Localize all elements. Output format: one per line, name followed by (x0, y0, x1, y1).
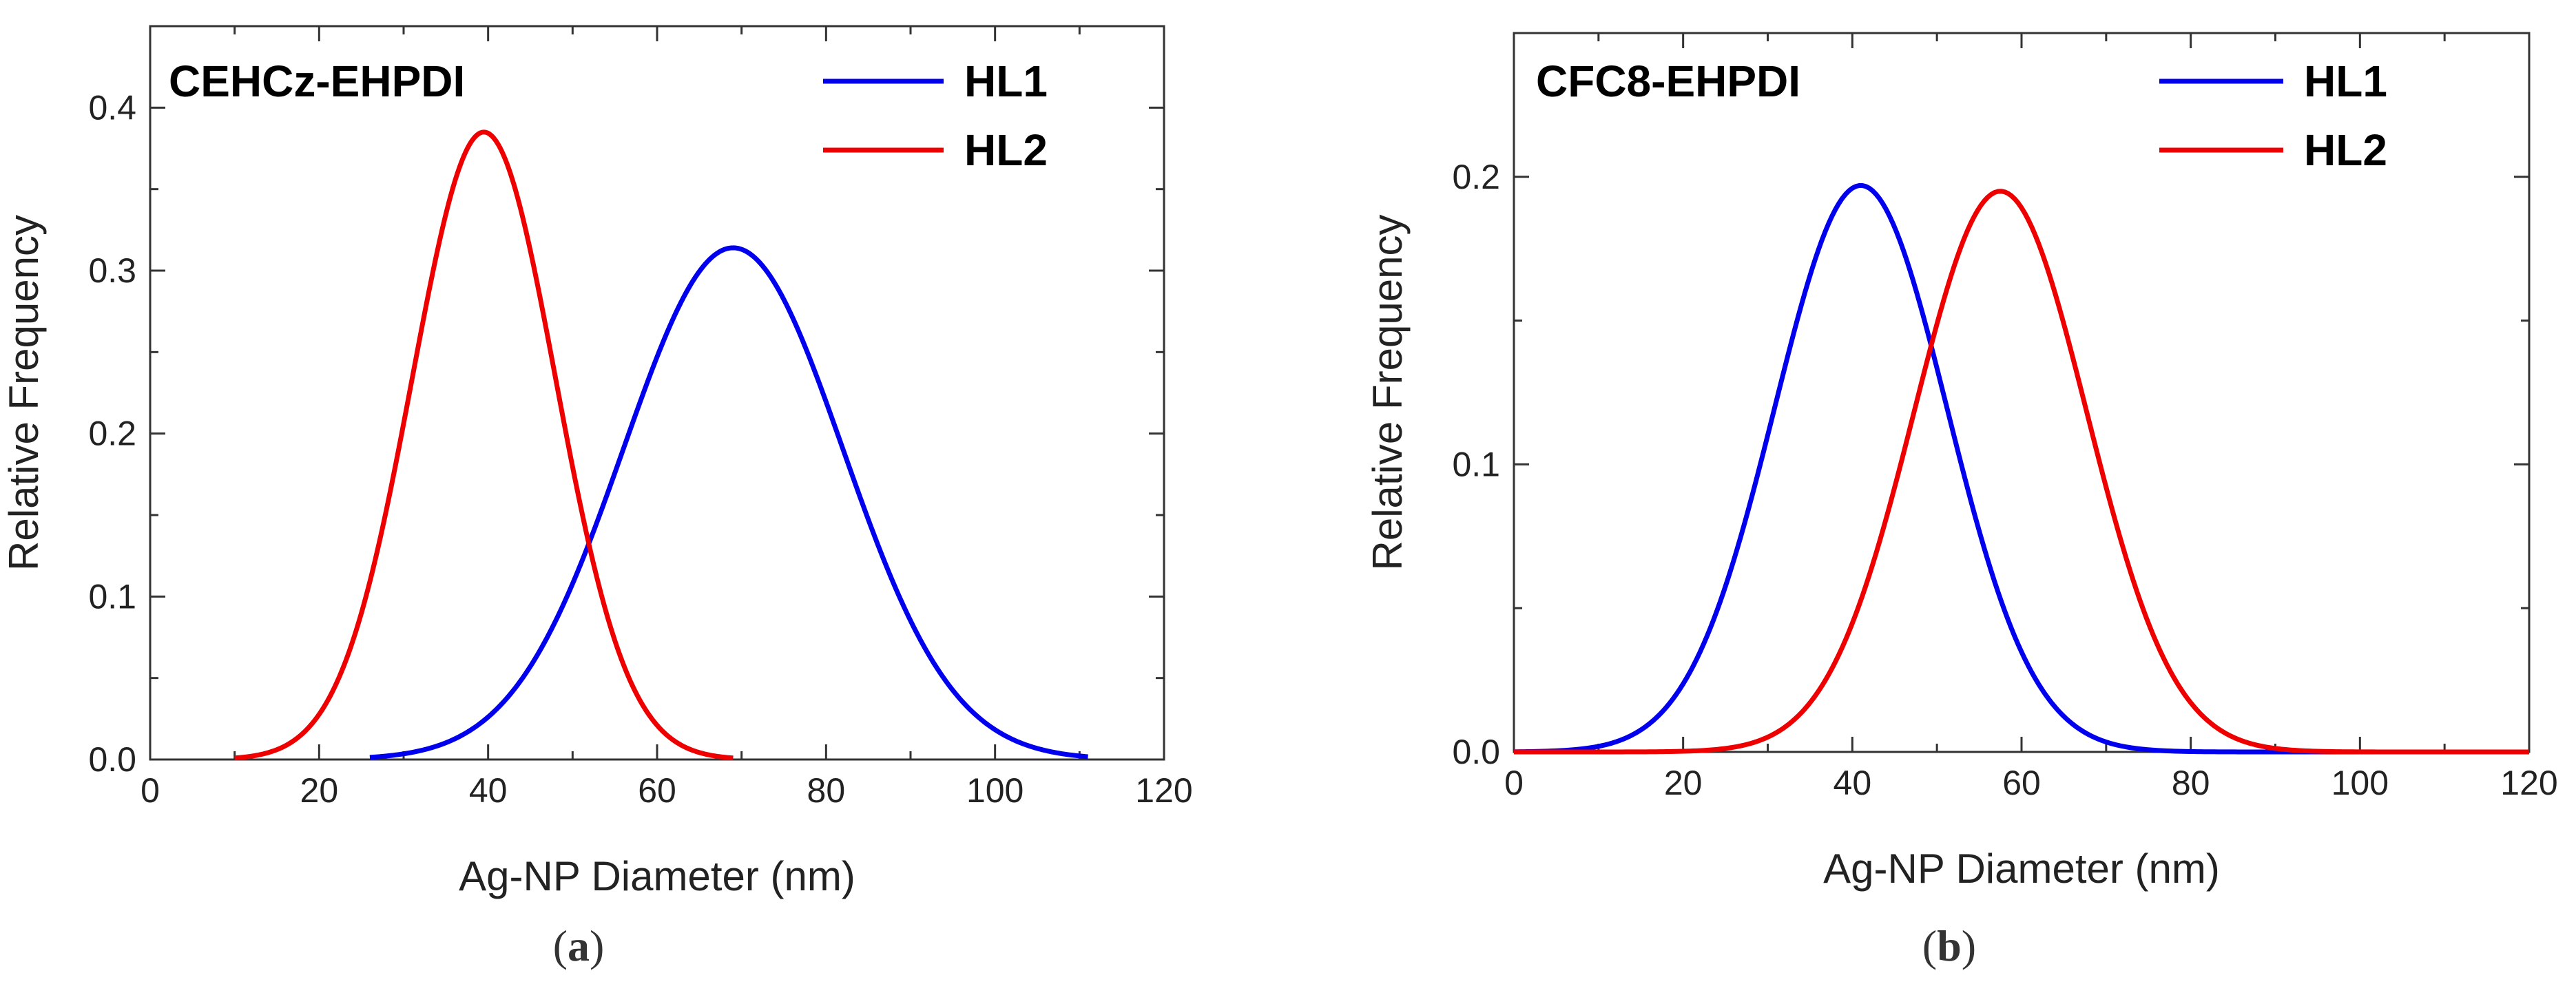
panel-b-legend-label-hl1: HL1 (2304, 56, 2387, 106)
panel-b-y-tick-label: 0.2 (1452, 158, 1500, 196)
panel-b-x-tick-label: 120 (2500, 764, 2557, 802)
panel-a-x-tick-label: 60 (638, 771, 676, 810)
panel-b-x-tick-label: 0 (1504, 764, 1524, 802)
panel-a-x-tick-label: 40 (469, 771, 508, 810)
panel-a-x-tick-label: 80 (807, 771, 846, 810)
panel-a-series-hl2 (233, 129, 734, 761)
panel-a-x-tick-label: 20 (300, 771, 339, 810)
panel-b-series-hl2 (1514, 189, 2529, 755)
panel-b-caption: (b) (1922, 921, 1976, 970)
panel-a-legend-label-hl2: HL2 (964, 125, 1048, 175)
panel-b-x-tick-label: 80 (2172, 764, 2210, 802)
panel-b-legend-label-hl2: HL2 (2304, 125, 2387, 175)
panel-a-x-axis-title: Ag-NP Diameter (nm) (459, 853, 855, 899)
panel-a-y-tick-label: 0.1 (88, 577, 136, 616)
panel-a-y-tick-label: 0.0 (88, 740, 136, 779)
panel-b-x-tick-label: 100 (2331, 764, 2389, 802)
panel-a-title: CEHCz-EHPDI (169, 56, 465, 106)
panel-b-x-tick-label: 20 (1664, 764, 1703, 802)
panel-b-x-tick-label: 40 (1834, 764, 1872, 802)
panel-a-y-tick-label: 0.4 (88, 88, 136, 127)
panel-a-x-tick-label: 120 (1135, 771, 1192, 810)
panel-b-y-axis-title: Relative Frequency (1364, 215, 1411, 571)
panel-b-y-tick-label: 0.0 (1452, 733, 1500, 771)
panel-a-caption: (a) (553, 921, 605, 970)
panel-b-y-tick-label: 0.1 (1452, 445, 1500, 483)
panel-b-chart: 0 20 40 60 80 100 120 0.0 0.1 0.2 Ag-NP Diameter (… (1364, 32, 2558, 970)
panel-b-title: CFC8-EHPDI (1536, 56, 1800, 106)
panel-a-y-tick-label: 0.3 (88, 251, 136, 290)
panel-a-x-tick-label: 0 (141, 771, 160, 810)
panel-a-chart: 0 20 40 60 80 100 120 0.0 0.1 0.2 0.3 0.4 Ag-NP Diam… (1, 25, 1193, 970)
panel-a-legend-label-hl1: HL1 (964, 56, 1048, 106)
panel-a-y-axis-title: Relative Frequency (1, 215, 47, 571)
panel-b-x-axis-title: Ag-NP Diameter (nm) (1823, 846, 2220, 892)
panel-b-x-tick-label: 60 (2002, 764, 2041, 802)
panel-a-y-tick-label: 0.2 (88, 415, 136, 453)
panel-a-series-hl1 (369, 245, 1088, 760)
panel-a-x-tick-label: 100 (966, 771, 1024, 810)
